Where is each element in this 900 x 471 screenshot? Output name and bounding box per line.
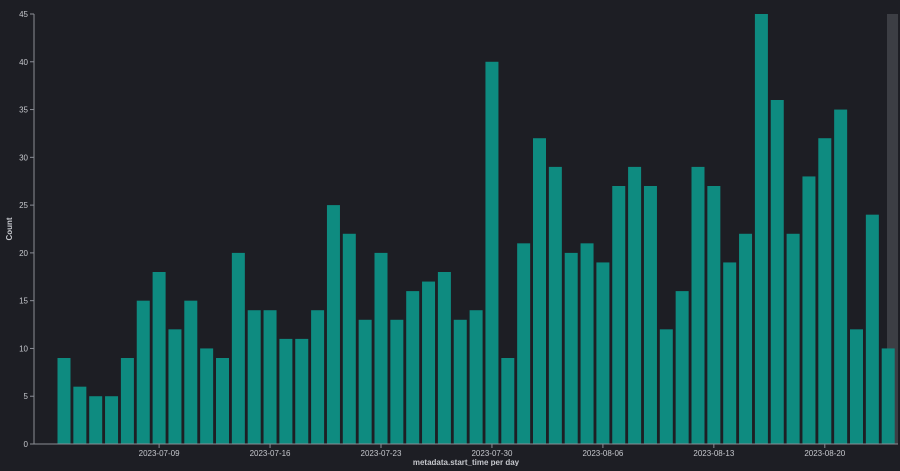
bar-2023-08-06[interactable] [596, 262, 610, 444]
bar-2023-07-30[interactable] [485, 61, 499, 444]
bar-2023-08-03[interactable] [548, 166, 562, 444]
bar-2023-07-03[interactable] [57, 358, 71, 444]
bar-2023-08-14[interactable] [723, 262, 737, 444]
bar-2023-08-24[interactable] [881, 348, 895, 444]
bar-2023-08-23[interactable] [865, 214, 879, 444]
bar-2023-08-07[interactable] [612, 186, 626, 444]
bar-2023-07-09[interactable] [152, 272, 166, 444]
bar-2023-08-09[interactable] [643, 186, 657, 444]
x-tick-label: 2023-08-06 [582, 449, 623, 458]
y-tick-label: 40 [19, 58, 28, 67]
y-tick-label: 45 [19, 10, 28, 19]
bar-2023-08-10[interactable] [659, 329, 673, 444]
y-tick-label: 30 [19, 153, 28, 162]
bar-2023-07-22[interactable] [358, 319, 372, 444]
bar-2023-07-26[interactable] [422, 281, 436, 444]
bar-2023-07-25[interactable] [406, 291, 420, 444]
y-tick-label: 20 [19, 249, 28, 258]
bar-2023-07-17[interactable] [279, 338, 293, 444]
bar-2023-07-13[interactable] [216, 358, 229, 444]
bar-2023-07-27[interactable] [437, 272, 451, 444]
bar-2023-08-08[interactable] [628, 166, 642, 444]
bar-2023-07-31[interactable] [501, 358, 515, 444]
bar-2023-07-10[interactable] [168, 329, 182, 444]
bar-2023-07-04[interactable] [73, 386, 87, 444]
bar-2023-07-18[interactable] [295, 338, 309, 444]
hover-highlight-band [887, 14, 898, 444]
bar-2023-08-20[interactable] [818, 138, 832, 444]
y-tick-label: 0 [24, 440, 29, 449]
bars-group [57, 14, 895, 444]
bar-2023-07-21[interactable] [342, 233, 356, 444]
bar-2023-07-07[interactable] [120, 358, 134, 444]
y-axis: 0 5 10 15 20 25 30 35 40 45 [19, 10, 35, 449]
y-tick-label: 35 [19, 106, 28, 115]
bar-2023-08-04[interactable] [564, 252, 578, 444]
y-tick-label: 5 [24, 392, 29, 401]
y-axis-label: Count [5, 217, 14, 240]
bar-2023-07-06[interactable] [105, 396, 119, 444]
bar-2023-08-05[interactable] [580, 243, 594, 444]
bar-2023-08-13[interactable] [707, 186, 721, 444]
y-tick-label: 10 [19, 344, 28, 353]
bar-2023-08-19[interactable] [802, 176, 816, 444]
bar-2023-08-22[interactable] [850, 329, 863, 444]
bar-2023-08-21[interactable] [834, 109, 848, 444]
bar-2023-07-23[interactable] [374, 252, 388, 444]
x-tick-label: 2023-07-30 [471, 449, 512, 458]
bar-2023-08-02[interactable] [533, 138, 546, 444]
y-tick-label: 15 [19, 297, 28, 306]
bar-2023-07-20[interactable] [326, 205, 340, 444]
bar-2023-08-16[interactable] [754, 14, 768, 444]
bar-2023-07-12[interactable] [200, 348, 214, 444]
bar-2023-08-17[interactable] [770, 100, 784, 444]
x-tick-label: 2023-07-23 [361, 449, 402, 458]
bar-2023-07-19[interactable] [311, 310, 325, 444]
x-axis: 2023-07-09 2023-07-16 2023-07-23 2023-07-30… [34, 443, 898, 458]
bar-2023-07-11[interactable] [184, 300, 198, 444]
x-tick-label: 2023-07-09 [139, 449, 180, 458]
bar-2023-08-11[interactable] [675, 291, 689, 444]
x-tick-label: 2023-07-16 [250, 449, 291, 458]
x-tick-label: 2023-08-13 [693, 449, 734, 458]
bar-2023-07-15[interactable] [247, 310, 261, 444]
bar-2023-07-05[interactable] [89, 396, 103, 444]
bar-2023-08-18[interactable] [786, 233, 800, 444]
bar-2023-08-12[interactable] [691, 166, 705, 444]
bar-2023-08-01[interactable] [517, 243, 531, 444]
bar-2023-07-08[interactable] [136, 300, 150, 444]
x-axis-label: metadata.start_time per day [413, 458, 520, 466]
bar-2023-07-14[interactable] [231, 252, 245, 444]
bar-2023-07-28[interactable] [453, 319, 467, 444]
y-tick-label: 25 [19, 201, 28, 210]
x-tick-label: 2023-08-20 [804, 449, 845, 458]
bar-2023-07-16[interactable] [263, 310, 277, 444]
bar-2023-08-15[interactable] [739, 233, 753, 444]
bar-2023-07-24[interactable] [390, 319, 404, 444]
bar-2023-07-29[interactable] [469, 310, 483, 444]
